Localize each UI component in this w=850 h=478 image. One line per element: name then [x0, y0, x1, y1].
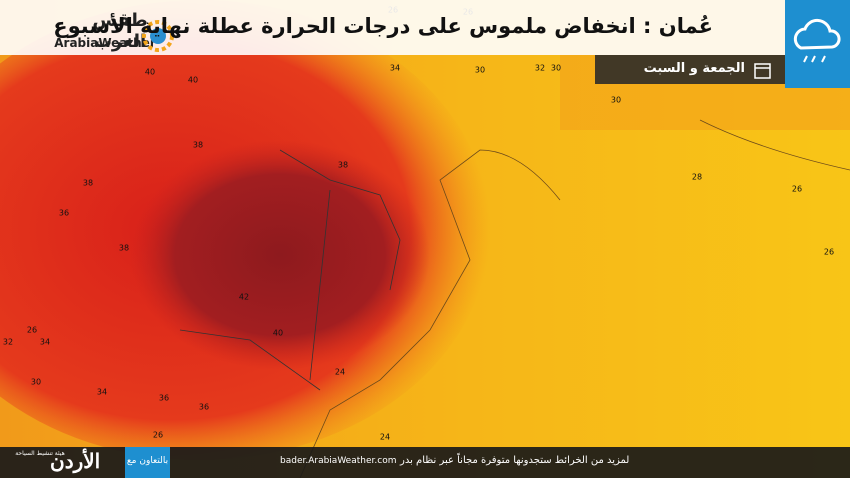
borders: [179, 149, 401, 391]
contour-label: 34: [390, 64, 400, 73]
contour-label: 38: [119, 244, 129, 253]
subtitle: الجمعة و السبت: [643, 61, 745, 76]
jordan-logo: هيئة تنشيط السياحة: [10, 450, 70, 457]
cloud-icon: [793, 18, 841, 63]
logo: طقس العرب ArabiaWeather: [30, 8, 180, 52]
logo-arabic: طقس العرب: [92, 10, 148, 52]
coastline-east: [699, 119, 850, 171]
contour-label: 24: [380, 433, 390, 442]
contour-label: 40: [273, 329, 283, 338]
hottest-region: [130, 140, 430, 370]
subtitle-box: الجمعة و السبت: [595, 55, 785, 84]
contour-label: 36: [159, 394, 169, 403]
contour-label: 28: [692, 173, 702, 182]
partner: بالتعاون مع: [125, 447, 170, 478]
weather-icon: [785, 0, 850, 88]
contour-label: 38: [83, 179, 93, 188]
calendar-icon: [754, 63, 771, 79]
contour-label: 40: [145, 68, 155, 77]
contour-label: 26: [792, 185, 802, 194]
contour-label: 32: [535, 64, 545, 73]
contour-label: 34: [40, 338, 50, 347]
contour-label: 34: [97, 388, 107, 397]
header-bar: طقس العرب ArabiaWeather عُمان : انخفاض م…: [0, 0, 785, 55]
contour-label: 30: [551, 64, 561, 73]
contour-label: 26: [153, 431, 163, 440]
contour-label: 24: [335, 368, 345, 377]
title: عُمان : انخفاض ملموس على درجات الحرارة ع…: [53, 14, 713, 38]
logo-latin: ArabiaWeather: [54, 36, 156, 50]
contour-label: 36: [59, 209, 69, 218]
coastline: [299, 149, 561, 478]
contour-label: 30: [31, 378, 41, 387]
contour-label: 42: [239, 293, 249, 302]
contour-label: 38: [193, 141, 203, 150]
contour-label: 38: [338, 161, 348, 170]
contour-label: 40: [188, 76, 198, 85]
contour-label: 36: [199, 403, 209, 412]
contour-label: 32: [3, 338, 13, 347]
url: bader.ArabiaWeather.com: [280, 456, 397, 466]
contour-label: 30: [475, 66, 485, 75]
contour-label: 26: [824, 248, 834, 257]
contour-label: 30: [611, 96, 621, 105]
footer-note: لمزيد من الخرائط ستجدونها متوفرة مجاناً …: [400, 455, 630, 466]
logo-icon: [142, 20, 174, 52]
contour-label: 26: [27, 326, 37, 335]
footer: هيئة تنشيط السياحة الأردن بالتعاون مع ba…: [0, 447, 850, 478]
jordan: الأردن: [50, 449, 101, 473]
jordan-subtitle: هيئة تنشيط السياحة: [15, 450, 65, 457]
